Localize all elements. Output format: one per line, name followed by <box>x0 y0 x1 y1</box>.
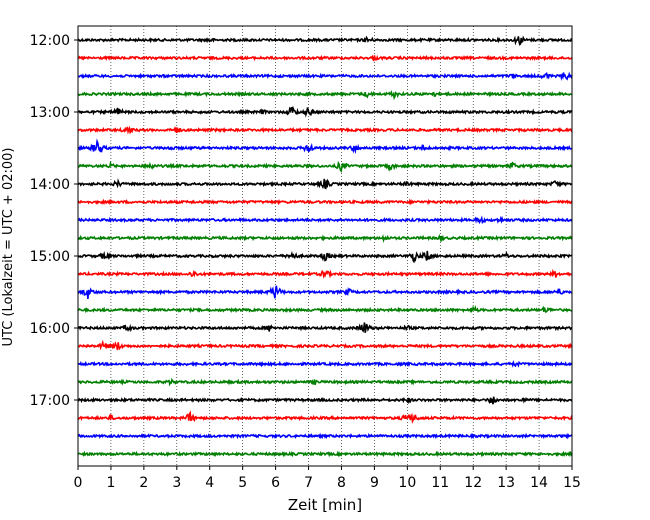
y-tick-label: 17:00 <box>30 393 70 409</box>
trace-row-1700 <box>77 396 573 405</box>
trace-row-1515 <box>77 268 573 279</box>
trace-row-1645 <box>77 377 573 387</box>
x-tick-label: 12 <box>464 475 482 491</box>
x-axis-ticks: 0 1 2 3 4 5 6 7 8 9 10 11 12 13 14 15 <box>74 466 581 491</box>
trace-row-1745 <box>77 450 573 458</box>
x-tick-label: 2 <box>139 475 148 491</box>
trace-row-1200 <box>77 35 573 46</box>
trace-row-1315 <box>77 125 573 135</box>
y-axis-label: UTC (Lokalzeit = UTC + 02:00) <box>1 148 16 347</box>
trace-rows <box>77 35 573 458</box>
x-tick-label: 1 <box>106 475 115 491</box>
x-tick-label: 4 <box>205 475 214 491</box>
trace-row-1400 <box>77 178 573 190</box>
x-axis-label: Zeit [min] <box>288 496 362 514</box>
trace-row-1415 <box>77 198 573 206</box>
x-grid-lines <box>110 26 540 466</box>
trace-row-1245 <box>77 89 573 101</box>
trace-row-1615 <box>77 339 573 351</box>
x-tick-label: 6 <box>271 475 280 491</box>
trace-row-1330 <box>77 138 573 155</box>
trace-row-1230 <box>77 71 573 82</box>
x-tick-label: 7 <box>304 475 313 491</box>
y-tick-label: 15:00 <box>30 249 70 265</box>
trace-row-1445 <box>77 233 573 243</box>
x-tick-label: 8 <box>337 475 346 491</box>
x-tick-label: 11 <box>431 475 449 491</box>
y-tick-label: 14:00 <box>30 177 70 193</box>
trace-row-1730 <box>77 432 573 440</box>
x-tick-label: 5 <box>238 475 247 491</box>
y-axis-ticks: 12:00 13:00 14:00 15:00 16:00 17:00 <box>30 33 78 409</box>
trace-row-1600 <box>77 322 573 333</box>
y-tick-label: 16:00 <box>30 321 70 337</box>
trace-row-1715 <box>78 410 573 424</box>
trace-row-1345 <box>77 160 572 173</box>
y-tick-label: 12:00 <box>30 33 70 49</box>
trace-row-1630 <box>77 359 573 368</box>
plot-frame <box>77 25 573 467</box>
trace-row-1500 <box>77 250 573 264</box>
x-tick-label: 15 <box>563 475 581 491</box>
trace-row-1215 <box>77 54 573 62</box>
x-tick-label: 14 <box>530 475 548 491</box>
trace-row-1430 <box>77 215 573 225</box>
trace-row-1300 <box>77 105 573 118</box>
x-tick-label: 3 <box>172 475 181 491</box>
x-tick-label: 9 <box>370 475 379 491</box>
x-tick-label: 10 <box>398 475 416 491</box>
x-tick-label: 13 <box>497 475 515 491</box>
x-tick-label: 0 <box>74 475 83 491</box>
y-tick-label: 13:00 <box>30 105 70 121</box>
trace-row-1545 <box>77 304 573 314</box>
trace-row-1530 <box>77 285 573 299</box>
